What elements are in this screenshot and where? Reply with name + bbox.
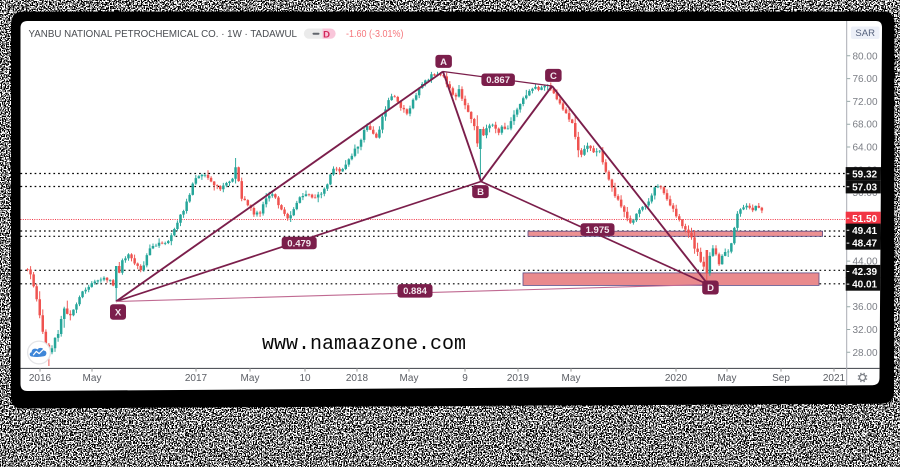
svg-text:68.00: 68.00 [853, 120, 878, 131]
svg-text:2021: 2021 [823, 373, 846, 384]
svg-text:May: May [718, 373, 737, 384]
svg-text:44.00: 44.00 [853, 257, 878, 268]
svg-text:72.00: 72.00 [853, 97, 878, 108]
svg-text:2020: 2020 [665, 373, 688, 384]
svg-text:0.867: 0.867 [486, 75, 510, 86]
svg-text:10: 10 [299, 373, 311, 384]
svg-text:49.41: 49.41 [852, 226, 877, 237]
svg-text:2019: 2019 [507, 373, 530, 384]
svg-text:36.00: 36.00 [853, 302, 878, 313]
svg-text:D: D [323, 29, 330, 40]
svg-text:May: May [241, 373, 260, 384]
svg-text:Sep: Sep [772, 373, 790, 384]
svg-text:1.975: 1.975 [586, 225, 610, 236]
svg-text:28.00: 28.00 [853, 348, 878, 359]
svg-text:2018: 2018 [346, 373, 369, 384]
svg-text:32.00: 32.00 [853, 325, 878, 336]
svg-text:40.01: 40.01 [852, 280, 877, 291]
svg-text:0.479: 0.479 [287, 238, 311, 249]
svg-text:-1.60 (-3.01%): -1.60 (-3.01%) [346, 29, 404, 40]
svg-text:A: A [440, 57, 447, 68]
svg-text:D: D [707, 283, 714, 294]
svg-text:9: 9 [462, 373, 468, 384]
svg-text:59.32: 59.32 [852, 169, 877, 180]
svg-text:C: C [550, 71, 557, 82]
svg-text:X: X [115, 307, 122, 318]
svg-text:2017: 2017 [185, 373, 208, 384]
svg-text:www.namaazone.com: www.namaazone.com [262, 333, 466, 356]
svg-text:51.50: 51.50 [852, 214, 877, 225]
svg-text:76.00: 76.00 [853, 74, 878, 85]
svg-text:2016: 2016 [29, 373, 52, 384]
svg-text:0.884: 0.884 [403, 286, 427, 297]
svg-text:May: May [400, 373, 419, 384]
svg-text:May: May [562, 373, 581, 384]
svg-text:42.39: 42.39 [852, 267, 877, 278]
svg-text:B: B [477, 187, 484, 198]
svg-text:64.00: 64.00 [853, 143, 878, 154]
svg-text:May: May [83, 373, 102, 384]
svg-text:57.03: 57.03 [852, 182, 877, 193]
svg-text:YANBU NATIONAL PETROCHEMICAL C: YANBU NATIONAL PETROCHEMICAL CO. · 1W · … [29, 29, 298, 40]
svg-text:48.47: 48.47 [852, 239, 877, 250]
svg-text:80.00: 80.00 [853, 51, 878, 62]
svg-text:56.00: 56.00 [853, 188, 878, 199]
svg-text:SAR: SAR [855, 28, 875, 39]
